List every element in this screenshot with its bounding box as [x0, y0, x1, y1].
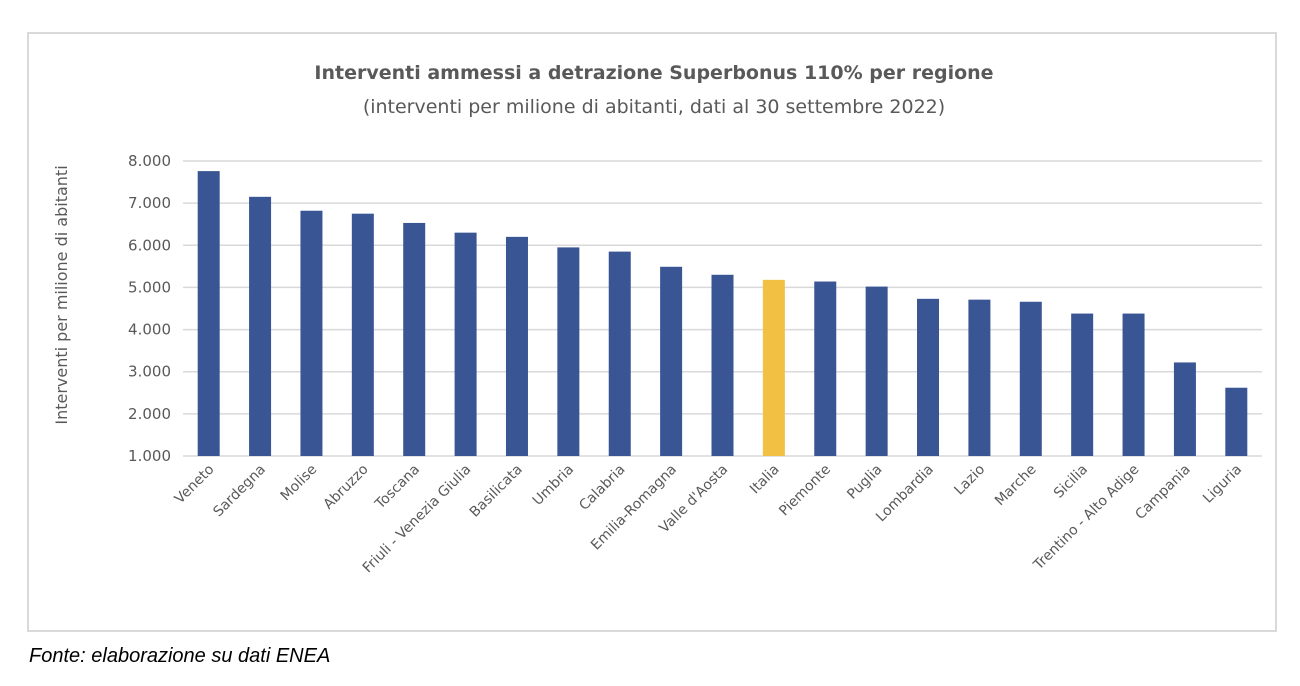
y-tick-label: 6.000 — [128, 236, 171, 254]
x-tick-label: Sicilia — [1051, 462, 1091, 502]
bar — [505, 236, 528, 456]
x-tick-label: Lazio — [951, 462, 988, 499]
x-tick-label: Italia — [747, 462, 783, 498]
x-tick-label: Calabria — [576, 462, 628, 514]
y-tick-label: 5.000 — [128, 278, 171, 296]
bar — [300, 210, 323, 456]
bar — [711, 274, 734, 456]
x-tick-label: Trentino - Alto Adige — [1030, 462, 1142, 574]
x-tick-label: Abruzzo — [320, 462, 371, 513]
bar — [557, 247, 580, 456]
bar — [1122, 313, 1145, 456]
bar — [865, 286, 888, 456]
bar — [917, 298, 940, 456]
x-tick-label: Sardegna — [210, 462, 269, 521]
bar — [1071, 313, 1094, 456]
bar — [454, 232, 477, 456]
bar — [197, 171, 220, 456]
bar — [351, 213, 374, 456]
bar-chart: Interventi ammessi a detrazione Superbon… — [52, 62, 1262, 577]
bar — [1019, 301, 1042, 456]
chart-title: Interventi ammessi a detrazione Superbon… — [314, 62, 993, 84]
x-tick-label: Umbria — [530, 462, 577, 509]
bar — [608, 251, 631, 456]
bar — [1225, 387, 1248, 456]
x-tick-label: Veneto — [172, 462, 218, 508]
y-tick-label: 7.000 — [128, 194, 171, 212]
y-axis-ticks: 1.000 2.000 3.000 4.000 5.000 6.000 7.000 8.000 — [128, 152, 171, 465]
bar — [814, 281, 837, 456]
x-tick-label: Basilicata — [467, 462, 526, 521]
x-tick-label: Toscana — [372, 462, 423, 513]
y-tick-label: 3.000 — [128, 363, 171, 381]
y-axis-label: Interventi per milione di abitanti — [52, 165, 71, 424]
bar — [1173, 362, 1196, 456]
bar — [968, 299, 991, 456]
x-tick-label: Liguria — [1200, 462, 1245, 507]
x-tick-label: Molise — [278, 462, 321, 505]
y-tick-label: 8.000 — [128, 152, 171, 170]
bar — [403, 222, 426, 456]
x-tick-label: Emilia-Romagna — [588, 462, 680, 554]
y-tick-label: 4.000 — [128, 321, 171, 339]
x-tick-label: Campania — [1132, 462, 1193, 523]
x-tick-label: Piemonte — [776, 462, 834, 520]
chart-subtitle: (interventi per milione di abitanti, dat… — [363, 96, 945, 118]
bars — [197, 171, 1248, 457]
bar — [249, 196, 272, 457]
bar-highlight — [762, 279, 785, 456]
y-tick-label: 2.000 — [128, 405, 171, 423]
source-note: Fonte: elaborazione su dati ENEA — [29, 645, 331, 667]
bar — [660, 266, 683, 456]
x-tick-label: Puglia — [844, 462, 885, 503]
y-tick-label: 1.000 — [128, 447, 171, 465]
x-tick-label: Marche — [992, 462, 1040, 510]
chart-container: Interventi ammessi a detrazione Superbon… — [27, 32, 1277, 632]
